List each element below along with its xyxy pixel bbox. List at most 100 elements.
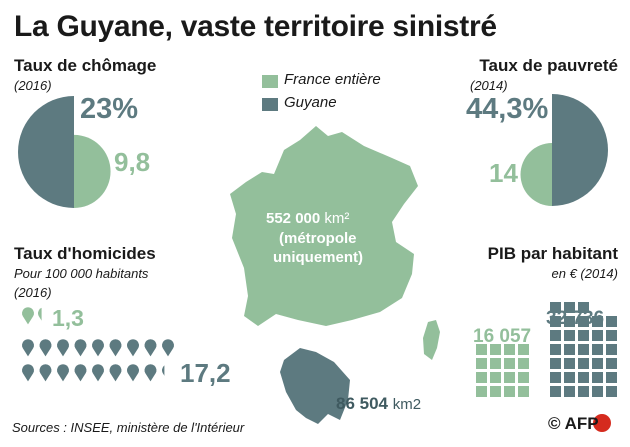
legend-france-label: France entière bbox=[284, 71, 381, 88]
pib-france-square-15 bbox=[518, 344, 529, 355]
chomage-title: Taux de chômage bbox=[14, 56, 157, 75]
homicide-pin-guyane-0 bbox=[22, 339, 35, 357]
pib-france-square-7 bbox=[518, 372, 529, 383]
pib-guyane-square-24 bbox=[606, 330, 617, 341]
pib-guyane-square-15 bbox=[550, 344, 561, 355]
homicide-pin-guyane-16 bbox=[144, 364, 157, 382]
pib-guyane-square-18 bbox=[592, 344, 603, 355]
pib-france-square-9 bbox=[490, 358, 501, 369]
pib-guyane-square-0 bbox=[550, 386, 561, 397]
legend-guyane-label: Guyane bbox=[284, 94, 337, 111]
pauvrete-title: Taux de pauvreté bbox=[479, 56, 618, 75]
pib-france-square-14 bbox=[504, 344, 515, 355]
homicide-pin-guyane-13 bbox=[92, 364, 104, 382]
pib-guyane-square-19 bbox=[606, 344, 617, 355]
guyane-map bbox=[280, 348, 350, 424]
homicide-pin-guyane-17 bbox=[162, 365, 165, 376]
homicide-pin-guyane-12 bbox=[74, 364, 87, 382]
chomage-france-half bbox=[74, 134, 111, 208]
pib-guyane-square-3 bbox=[592, 386, 603, 397]
pauvrete-france-label: 14 bbox=[489, 158, 518, 188]
pib-guyane-square-17 bbox=[578, 344, 589, 355]
legend-guyane-swatch bbox=[262, 98, 278, 111]
pib-france-square-11 bbox=[518, 358, 529, 369]
homicide-pin-guyane-4 bbox=[92, 339, 104, 357]
pib-guyane-square-14 bbox=[606, 358, 617, 369]
chomage-france-label: 9,8 bbox=[114, 147, 151, 177]
pib-guyane-square-22 bbox=[578, 330, 589, 341]
afp-logo-mark bbox=[593, 414, 611, 432]
pib-guyane-square-11 bbox=[564, 358, 575, 369]
pib-guyane-square-27 bbox=[578, 316, 589, 327]
homicides-guyane-label: 17,2 bbox=[180, 358, 231, 388]
homicide-pin-guyane-14 bbox=[109, 364, 122, 382]
homicide-pin-france-partial bbox=[38, 307, 42, 321]
pib-guyane-square-9 bbox=[606, 372, 617, 383]
france-area-note-2: uniquement) bbox=[273, 249, 363, 266]
pib-guyane-square-2 bbox=[578, 386, 589, 397]
homicide-pin-france-0 bbox=[22, 307, 35, 325]
pib-guyane-square-12 bbox=[578, 358, 589, 369]
guyane-area-value: 86 504 km2 bbox=[336, 394, 421, 414]
pauvrete-guyane-half bbox=[552, 94, 608, 206]
corsica-map bbox=[423, 320, 440, 360]
homicide-pin-guyane-10 bbox=[39, 364, 52, 382]
pib-france-square-2 bbox=[504, 386, 515, 397]
homicide-pin-guyane-5 bbox=[109, 339, 122, 357]
pib-guyane-square-16 bbox=[564, 344, 575, 355]
pib-guyane-square-31 bbox=[564, 302, 575, 313]
chomage-year: (2016) bbox=[14, 78, 52, 93]
source-note: Sources : INSEE, ministère de l'Intérieu… bbox=[12, 420, 245, 435]
pib-guyane-square-5 bbox=[550, 372, 561, 383]
pib-france-square-12 bbox=[476, 344, 487, 355]
pib-france-square-13 bbox=[490, 344, 501, 355]
homicide-pin-guyane-9 bbox=[22, 364, 35, 382]
pauvrete-year: (2014) bbox=[470, 78, 508, 93]
france-map bbox=[230, 126, 418, 326]
pib-guyane-square-4 bbox=[606, 386, 617, 397]
pib-france-square-10 bbox=[504, 358, 515, 369]
pib-france-square-1 bbox=[490, 386, 501, 397]
homicide-pin-guyane-3 bbox=[74, 339, 87, 357]
pauvrete-guyane-label: 44,3% bbox=[466, 93, 549, 125]
pib-guyane-square-13 bbox=[592, 358, 603, 369]
france-area-unit: km² bbox=[324, 210, 350, 227]
pib-guyane-square-1 bbox=[564, 386, 575, 397]
pib-guyane-square-26 bbox=[564, 316, 575, 327]
pauvrete-france-half bbox=[520, 143, 552, 206]
pib-guyane-square-10 bbox=[550, 358, 561, 369]
pib-guyane-square-23 bbox=[592, 330, 603, 341]
homicides-subtitle: Pour 100 000 habitants bbox=[14, 266, 149, 281]
france-area-note-1: (métropole bbox=[279, 230, 357, 247]
pib-france-square-8 bbox=[476, 358, 487, 369]
legend-france-swatch bbox=[262, 75, 278, 88]
pib-france-square-4 bbox=[476, 372, 487, 383]
pib-guyane-label: 32 736 bbox=[546, 308, 605, 329]
guyane-area-unit: km2 bbox=[392, 396, 422, 413]
pib-guyane-square-6 bbox=[564, 372, 575, 383]
pib-guyane-square-25 bbox=[550, 316, 561, 327]
page-title: La Guyane, vaste territoire sinistré bbox=[14, 10, 497, 43]
homicide-pin-guyane-1 bbox=[39, 339, 52, 357]
guyane-area-number: 86 504 bbox=[336, 394, 388, 413]
homicides-title: Taux d'homicides bbox=[14, 244, 156, 263]
pib-guyane-square-20 bbox=[550, 330, 561, 341]
homicide-pin-guyane-11 bbox=[57, 364, 69, 382]
chomage-guyane-label: 23% bbox=[80, 93, 139, 125]
pib-guyane-square-28 bbox=[592, 316, 603, 327]
pib-france-square-3 bbox=[518, 386, 529, 397]
homicide-pin-guyane-15 bbox=[127, 364, 139, 382]
pib-france-square-0 bbox=[476, 386, 487, 397]
homicide-pin-guyane-6 bbox=[127, 339, 139, 357]
pib-guyane-square-8 bbox=[592, 372, 603, 383]
pib-guyane-square-30 bbox=[550, 302, 561, 313]
pib-france-square-5 bbox=[490, 372, 501, 383]
afp-logo: © AFP bbox=[548, 414, 599, 433]
pib-subtitle: en € (2014) bbox=[551, 266, 619, 281]
pib-france-square-6 bbox=[504, 372, 515, 383]
pib-guyane-square-32 bbox=[578, 302, 589, 313]
pib-guyane-square-7 bbox=[578, 372, 589, 383]
chomage-guyane-half bbox=[18, 96, 74, 208]
